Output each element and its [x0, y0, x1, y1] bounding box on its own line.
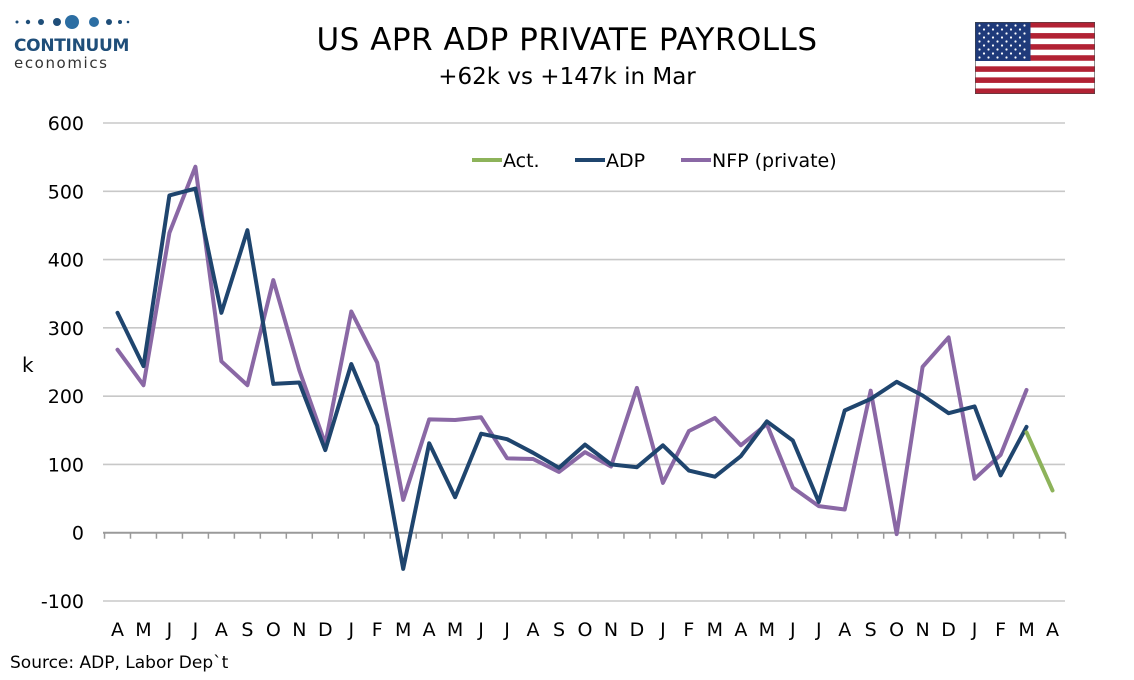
- x-tick-label: D: [318, 619, 333, 641]
- x-tick-label: A: [111, 619, 124, 641]
- x-tick-label: J: [815, 619, 822, 641]
- legend-label: Act.: [503, 150, 540, 172]
- source-note: Source: ADP, Labor Dep`t: [10, 653, 229, 673]
- x-tick-label: J: [166, 619, 173, 641]
- x-tick-label: A: [734, 619, 747, 641]
- chart-subtitle: +62k vs +147k in Mar: [438, 64, 696, 90]
- x-tick-label: N: [604, 619, 618, 641]
- y-tick-label: 300: [48, 318, 84, 340]
- gridlines: [103, 122, 1067, 602]
- x-tick-label: S: [865, 619, 877, 641]
- x-tick-label: M: [395, 619, 411, 641]
- continuum-logo: CONTINUUM economics: [14, 14, 144, 72]
- x-tick-label: M: [135, 619, 151, 641]
- series-line-nfp-private: [115, 164, 1029, 537]
- logo-brand: CONTINUUM: [14, 36, 130, 56]
- series-line-act: [1024, 430, 1055, 493]
- x-tick-label: A: [215, 619, 228, 641]
- y-axis-label: k: [22, 353, 34, 377]
- x-tick-label: J: [789, 619, 796, 641]
- y-tick-label: 400: [48, 250, 84, 272]
- x-tick-label: F: [995, 619, 1006, 641]
- y-tick-label: 200: [48, 386, 84, 408]
- x-tick-label: J: [503, 619, 510, 641]
- x-tick-label: M: [447, 619, 463, 641]
- x-tick-label: J: [659, 619, 666, 641]
- x-tick-label: F: [372, 619, 383, 641]
- y-tick-label: 500: [48, 181, 84, 203]
- x-tick-label: S: [553, 619, 565, 641]
- x-tick-label: J: [971, 619, 978, 641]
- chart-title: US APR ADP PRIVATE PAYROLLS: [316, 22, 818, 58]
- x-tick-label: J: [347, 619, 354, 641]
- x-tick-label: A: [527, 619, 540, 641]
- legend: Act. ADP NFP (private): [472, 150, 837, 172]
- x-tick-label: O: [266, 619, 281, 641]
- x-tick-label: S: [241, 619, 253, 641]
- x-tick-label: M: [707, 619, 723, 641]
- x-tick-label: A: [838, 619, 851, 641]
- x-tick-label: A: [1046, 619, 1059, 641]
- x-tick-label: O: [889, 619, 904, 641]
- x-tick-label: M: [1018, 619, 1034, 641]
- legend-label: ADP: [606, 150, 645, 172]
- y-tick-label: 100: [48, 454, 84, 476]
- legend-label: NFP (private): [712, 150, 837, 172]
- y-tick-labels: -100 0 100 200 300 400 500 600: [41, 113, 84, 613]
- x-tick-label: D: [941, 619, 956, 641]
- y-tick-label: 0: [72, 523, 84, 545]
- x-tick-label: F: [683, 619, 694, 641]
- series-lines: [115, 164, 1055, 571]
- x-tick-label: J: [477, 619, 484, 641]
- x-tick-label: N: [916, 619, 930, 641]
- x-tick-label: N: [292, 619, 306, 641]
- x-tick-label: O: [578, 619, 593, 641]
- logo-dots-icon: [15, 15, 130, 29]
- series-line-adp: [115, 186, 1029, 571]
- logo-subtitle: economics: [14, 54, 109, 72]
- x-tick-label: D: [630, 619, 645, 641]
- y-tick-label: -100: [41, 591, 84, 613]
- y-tick-label: 600: [48, 113, 84, 135]
- us-flag-icon: [975, 22, 1095, 94]
- x-tick-label: J: [192, 619, 199, 641]
- x-tick-label: M: [759, 619, 775, 641]
- x-tick-label: A: [423, 619, 436, 641]
